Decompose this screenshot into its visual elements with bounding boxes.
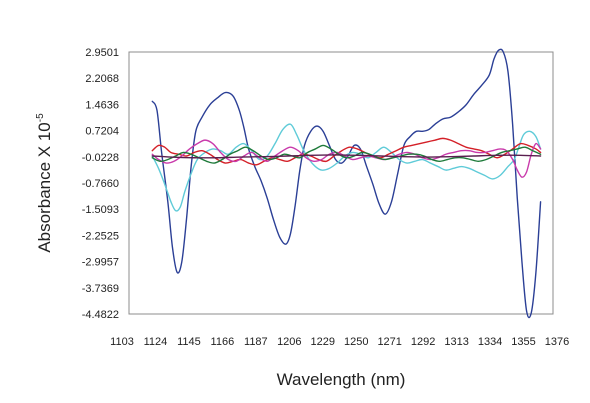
x-tick-label: 1145: [177, 336, 201, 348]
plot-area-frame: [128, 51, 554, 315]
x-tick-label: 1355: [511, 336, 535, 348]
y-tick-label: -2.2525: [82, 230, 119, 242]
y-axis-ticks: 2.9501 2.2068 1.4636 0.7204 -0.0228 -0.7660 -1…: [82, 47, 119, 321]
y-tick-label: -2.9957: [82, 257, 119, 269]
y-tick-label: -3.7369: [82, 283, 119, 295]
series-line-5: [151, 144, 542, 164]
y-tick-label: -1.5093: [82, 204, 119, 216]
x-tick-label: 1166: [211, 336, 235, 348]
x-tick-label: 1187: [244, 336, 268, 348]
y-tick-label: 0.7204: [85, 126, 119, 138]
y-axis-title-main: Absorbance X 10: [35, 122, 54, 252]
series-line-4: [151, 139, 542, 178]
x-tick-label: 1206: [277, 336, 301, 348]
y-tick-label: 1.4636: [85, 99, 119, 111]
x-tick-label: 1376: [545, 336, 569, 348]
y-axis-title-exponent: -5: [35, 113, 46, 122]
y-tick-label: 2.9501: [85, 47, 119, 59]
y-tick-label: -0.0228: [82, 152, 119, 164]
x-tick-label: 1124: [144, 336, 168, 348]
series-line-1: [151, 48, 542, 319]
x-tick-label: 1292: [411, 336, 435, 348]
series-line-6: [151, 154, 542, 159]
y-axis-title: Absorbance X 10-5: [35, 113, 54, 253]
y-tick-label: -4.4822: [82, 309, 119, 321]
x-tick-label: 1250: [344, 336, 368, 348]
x-axis-ticks: 1103 1124 1145 1166 1187 1206 1229 1250 1271 1292…: [110, 336, 569, 348]
x-tick-label: 1103: [110, 336, 134, 348]
x-tick-label: 1229: [311, 336, 335, 348]
y-tick-label: -0.7660: [82, 178, 119, 190]
x-tick-label: 1313: [444, 336, 468, 348]
x-tick-label: 1271: [377, 336, 401, 348]
series-line-3: [151, 137, 542, 166]
series-layer: [151, 48, 542, 319]
x-tick-label: 1334: [478, 336, 502, 348]
y-tick-label: 2.2068: [85, 73, 119, 85]
x-axis-title: Wavelength (nm): [277, 370, 406, 389]
